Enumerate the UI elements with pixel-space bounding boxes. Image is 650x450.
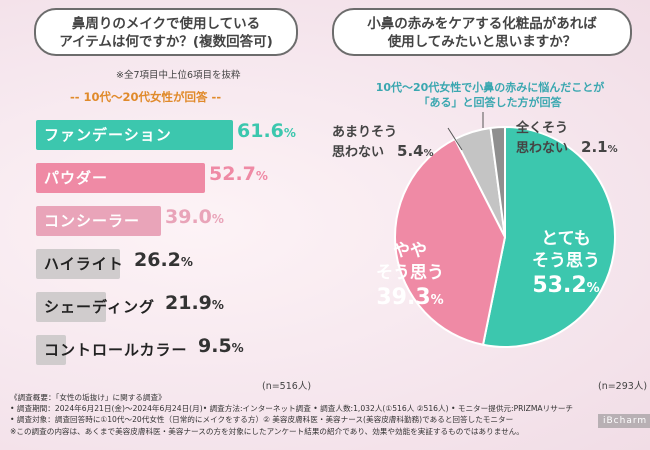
brand-logo: iBcharm [598,414,650,428]
right-question-line1: 小鼻の赤みをケアする化粧品があれば [367,16,597,32]
left-question-line2: アイテムは何ですか？(複数回答可) [59,34,273,50]
pie-value-label: 5.4% [397,142,434,160]
leader-line [447,127,463,151]
bar-category-label: パウダー [44,169,109,187]
bar [36,163,205,193]
footer-line: 《調査概要：「女性の垢抜け」に関する調査》 [10,393,166,402]
pie-slice-label: とても そう思う 53.2% [518,228,614,303]
footer-line: • 調査期間：2024年6月21日(金)〜2024年6月24日(月)• 調査方法… [10,404,574,414]
bar [36,335,67,365]
pie-value-label: 2.1% [581,138,618,156]
bar-category-label: シェーディング [44,298,155,316]
footer-line: ※この調査の内容は、あくまで美容皮膚科医・美容ナースの方を対象にしたアンケート結… [10,426,524,436]
left-question-line1: 鼻周りのメイクで使用している [71,16,261,32]
bar-value-label: 39.0% [165,206,224,228]
bar-value-label: 9.5% [198,335,244,357]
pie-category-text: あまりそう [332,125,398,140]
pie-category-text: そう思う [532,251,600,271]
n-right: (n=293人) [598,381,648,392]
pie-slice [394,137,507,346]
pie-slice [489,125,506,238]
pie-slice-label: 全くそう思わない 2.1% [516,120,618,159]
pie-category-text: とても [541,229,591,249]
pie-category-text: 全くそう [516,121,569,136]
bar [36,206,161,236]
n-left: (n=516人) [262,381,312,392]
bar [36,120,234,150]
pie-category-text: そう思う [376,263,444,283]
footer-line: • 調査対象：調査回答時に①10代〜20代女性（日常的にメイクをする方）② 美容… [10,415,514,425]
bar-value-label: 61.6% [237,120,296,142]
bar-category-label: コンシーラー [44,212,141,230]
left-subtitle: -- 10代〜20代女性が回答 -- [70,90,222,104]
bar [36,249,120,279]
bar-value-label: 26.2% [134,249,193,271]
survey-footer: 《調査概要：「女性の垢抜け」に関する調査》 • 調査期間：2024年6月21日(… [10,392,573,437]
pie-category-text: 思わない 5.4% [332,142,434,160]
bar-category-label: コントロールカラー [44,341,188,359]
pie-category-text: やや [393,241,427,261]
right-subtitle-line1: 10代〜20代女性で小鼻の赤みに悩んだことが [375,81,605,94]
pie-category-text: 思わない 2.1% [516,138,618,156]
right-subtitle: 10代〜20代女性で小鼻の赤みに悩んだことが 「ある」と回答した方が回答 [340,80,640,110]
pie-chart [394,112,616,348]
bar-category-label: ファンデーション [44,126,172,144]
bar [36,292,107,322]
right-subtitle-line2: 「ある」と回答した方が回答 [418,96,562,109]
left-note: ※全7項目中上位6項目を抜粋 [116,70,241,81]
pie-slice-label: あまりそう思わない 5.4% [332,124,434,163]
bar-value-label: 21.9% [165,292,224,314]
pie-slice [481,125,616,348]
pie-value-label: 53.2% [532,273,600,298]
right-question-box: 小鼻の赤みをケアする化粧品があれば 使用してみたいと思いますか？ [332,8,632,56]
pie-slice-label: やや そう思う 39.3% [362,240,458,315]
right-question-line2: 使用してみたいと思いますか？ [387,34,577,50]
bar-category-label: ハイライト [44,255,124,273]
pie-value-label: 39.3% [376,285,444,310]
left-question-box: 鼻周りのメイクで使用している アイテムは何ですか？(複数回答可) [34,8,298,56]
bar-value-label: 52.7% [209,163,268,185]
